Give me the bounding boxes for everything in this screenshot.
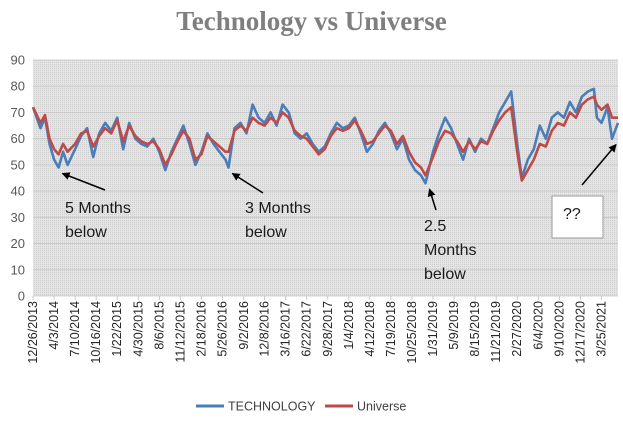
- x-tick-label: 3/25/2021: [594, 301, 608, 357]
- annotation-text: 3 Months: [245, 200, 311, 217]
- y-tick-label: 50: [11, 157, 25, 172]
- x-tick-label: 12/26/2013: [26, 301, 40, 364]
- x-tick-label: 10/25/2018: [405, 301, 419, 364]
- annotation-text: below: [245, 224, 287, 241]
- x-axis: 12/26/2013 4/3/2014 7/10/2014 10/16/2014 1/2…: [26, 296, 608, 364]
- x-tick-label: 11/12/2015: [173, 301, 187, 363]
- annotation-text: below: [65, 224, 107, 241]
- y-tick-label: 40: [11, 184, 25, 199]
- x-tick-label: 1/4/2018: [342, 301, 356, 350]
- x-tick-label: 1/22/2015: [110, 301, 124, 357]
- y-tick-label: 60: [11, 131, 25, 146]
- x-tick-label: 12/17/2020: [573, 301, 587, 364]
- legend-label: Universe: [357, 400, 406, 414]
- annotation-text: Months: [424, 242, 476, 259]
- annotation-arrow: [427, 188, 437, 211]
- x-tick-label: 10/16/2014: [89, 301, 103, 364]
- legend: TECHNOLOGY Universe: [196, 400, 406, 414]
- x-tick-label: 12/8/2016: [258, 301, 272, 357]
- x-tick-label: 8/15/2019: [468, 301, 482, 357]
- chart-title: Technology vs Universe: [176, 6, 447, 36]
- x-tick-label: 9/28/2017: [321, 301, 335, 357]
- x-tick-label: 7/19/2018: [384, 301, 398, 357]
- annotation-arrow: [581, 143, 617, 186]
- x-tick-label: 6/22/2017: [300, 301, 314, 357]
- plot-area: [33, 60, 618, 296]
- series-line-universe: [31, 95, 618, 182]
- x-tick-label: 2/18/2016: [194, 301, 208, 357]
- annotation: ??: [551, 143, 617, 239]
- series-lines: [31, 87, 620, 185]
- annotation-arrow: [231, 172, 264, 194]
- x-tick-label: 3/16/2017: [279, 301, 293, 357]
- gridlines: [33, 59, 618, 297]
- x-tick-label: 8/6/2015: [152, 301, 166, 350]
- annotation-text: 2.5: [424, 218, 446, 235]
- annotation-arrow: [61, 172, 106, 191]
- annotation-text: 5 Months: [65, 200, 131, 217]
- x-tick-label: 4/30/2015: [131, 301, 145, 357]
- x-tick-label: 6/4/2020: [531, 301, 545, 350]
- annotation-text: ??: [563, 206, 581, 223]
- y-tick-label: 90: [11, 53, 25, 68]
- x-tick-label: 1/31/2019: [426, 301, 440, 357]
- annotation-text: below: [424, 266, 466, 283]
- annotation: 5 Months below: [61, 172, 131, 241]
- annotations: 5 Months below 3 Months below 2.5 Months below…: [61, 143, 617, 283]
- annotation-box: [551, 195, 604, 239]
- x-tick-label: 5/26/2016: [215, 301, 229, 357]
- x-tick-label: 2/27/2020: [510, 301, 524, 357]
- y-tick-label: 70: [11, 105, 25, 120]
- annotation: 2.5 Months below: [424, 188, 476, 283]
- x-tick-label: 7/10/2014: [68, 301, 82, 357]
- y-tick-label: 0: [18, 289, 25, 304]
- legend-label: TECHNOLOGY: [228, 400, 316, 414]
- annotation: 3 Months below: [231, 172, 311, 241]
- y-tick-label: 20: [11, 236, 25, 251]
- x-tick-label: 5/9/2019: [447, 301, 461, 350]
- y-tick-label: 30: [11, 210, 25, 225]
- x-tick-label: 11/21/2019: [489, 301, 503, 363]
- y-axis: 0 10 20 30 40 50 60 70 80 90: [11, 53, 25, 304]
- y-tick-label: 80: [11, 79, 25, 94]
- x-tick-label: 4/3/2014: [47, 301, 61, 350]
- x-tick-label: 9/2/2016: [237, 301, 251, 350]
- x-tick-label: 4/12/2018: [363, 301, 377, 357]
- x-tick-label: 9/10/2020: [552, 301, 566, 357]
- y-tick-label: 10: [11, 262, 25, 277]
